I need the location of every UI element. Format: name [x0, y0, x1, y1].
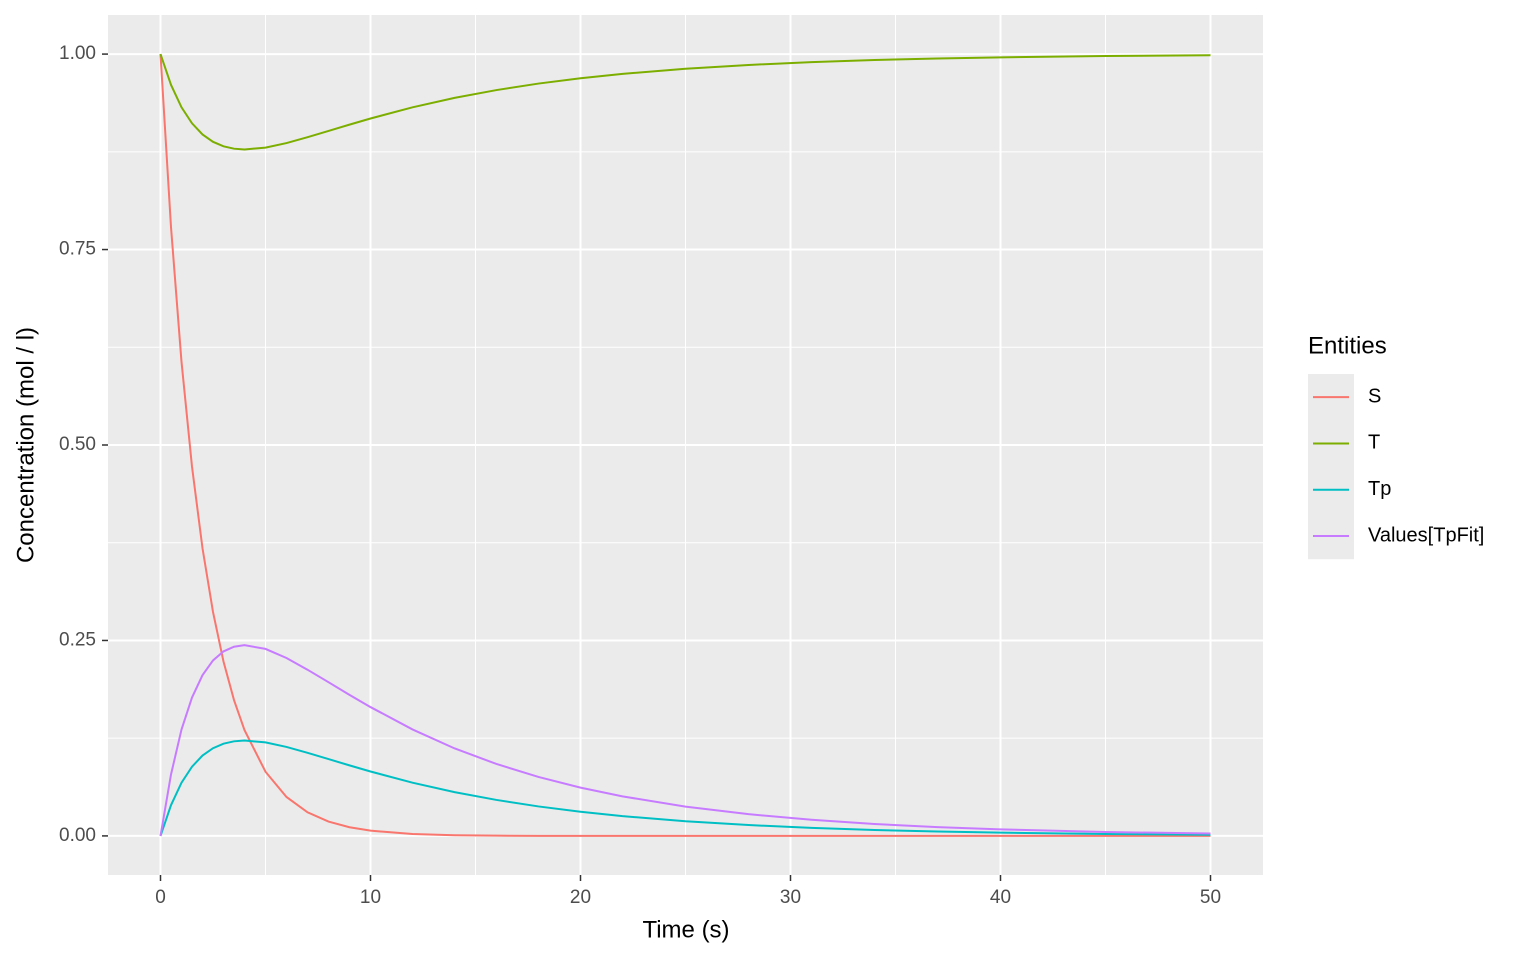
legend-title: Entities — [1308, 332, 1387, 359]
y-tick-label: 0.50 — [59, 434, 96, 455]
x-axis-title: Time (s) — [642, 916, 729, 943]
y-tick-label: 0.25 — [59, 629, 96, 650]
x-tick-label: 40 — [990, 887, 1011, 908]
legend-label: Tp — [1368, 478, 1391, 500]
y-axis-title: Concentration (mol / l) — [12, 327, 39, 563]
line-series — [159, 739, 1211, 837]
legend-label: T — [1368, 432, 1380, 454]
legend-label: S — [1368, 385, 1381, 407]
legend-label: Values[TpFit] — [1368, 524, 1484, 546]
x-tick-label: 0 — [155, 887, 166, 908]
line-series — [159, 54, 1211, 837]
y-tick-label: 0.00 — [59, 825, 96, 846]
x-tick-label: 50 — [1200, 887, 1221, 908]
x-tick-label: 30 — [780, 887, 801, 908]
y-tick-label: 1.00 — [59, 43, 96, 64]
line-series — [159, 53, 1211, 151]
y-tick-label: 0.75 — [59, 239, 96, 260]
legend-keys-bg — [1308, 374, 1354, 560]
line-series — [159, 644, 1211, 837]
x-tick-label: 20 — [570, 887, 591, 908]
x-tick-label: 10 — [360, 887, 381, 908]
